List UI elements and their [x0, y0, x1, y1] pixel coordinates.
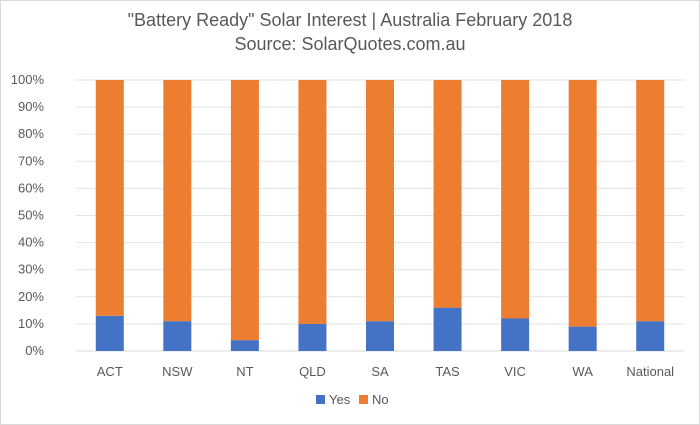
- chart-subtitle: Source: SolarQuotes.com.au: [234, 34, 466, 54]
- bar-no-nt: [230, 80, 259, 341]
- x-tick-label: NT: [236, 364, 253, 379]
- bar-yes-tas: [433, 307, 462, 351]
- bar-no-qld: [298, 80, 327, 324]
- bar-yes-national: [636, 321, 665, 351]
- x-tick-label: National: [626, 364, 674, 379]
- bar-no-tas: [433, 80, 462, 308]
- bar-yes-nsw: [163, 321, 192, 351]
- y-tick-label: 90%: [18, 99, 44, 114]
- bar-no-nsw: [163, 80, 192, 322]
- chart-title: "Battery Ready" Solar Interest | Austral…: [127, 10, 573, 30]
- bar-no-sa: [366, 80, 394, 322]
- y-tick-label: 30%: [18, 262, 44, 277]
- x-axis: ACT NSW NT QLD SA TAS VIC WA National: [97, 364, 674, 379]
- x-tick-label: TAS: [435, 364, 460, 379]
- x-tick-label: SA: [371, 364, 389, 379]
- legend-swatch-yes: [316, 395, 325, 404]
- y-tick-label: 50%: [18, 208, 44, 223]
- y-tick-label: 40%: [18, 235, 44, 250]
- legend-swatch-no: [359, 395, 368, 404]
- bar-yes-sa: [366, 321, 394, 351]
- y-tick-label: 20%: [18, 289, 44, 304]
- bar-yes-vic: [501, 318, 530, 351]
- x-tick-label: WA: [572, 364, 593, 379]
- y-tick-label: 100%: [11, 72, 45, 87]
- x-tick-label: VIC: [504, 364, 526, 379]
- bar-no-vic: [501, 80, 530, 319]
- bar-yes-qld: [298, 323, 327, 351]
- bar-yes-act: [95, 315, 124, 351]
- legend: Yes No: [316, 392, 389, 407]
- bar-no-national: [636, 80, 665, 322]
- bar-yes-wa: [568, 326, 597, 351]
- y-axis: 0% 10% 20% 30% 40% 50% 60% 70% 80% 90% 100%: [11, 72, 45, 358]
- x-tick-label: ACT: [97, 364, 123, 379]
- y-tick-label: 0%: [25, 343, 44, 358]
- y-tick-label: 70%: [18, 153, 44, 168]
- bars: [95, 80, 665, 351]
- bar-no-act: [95, 80, 124, 316]
- legend-label-yes: Yes: [329, 392, 351, 407]
- y-tick-label: 60%: [18, 180, 44, 195]
- y-tick-label: 80%: [18, 126, 44, 141]
- y-tick-label: 10%: [18, 316, 44, 331]
- legend-label-no: No: [372, 392, 389, 407]
- x-tick-label: QLD: [299, 364, 326, 379]
- x-tick-label: NSW: [162, 364, 193, 379]
- bar-yes-nt: [230, 340, 259, 351]
- bar-no-wa: [568, 80, 597, 327]
